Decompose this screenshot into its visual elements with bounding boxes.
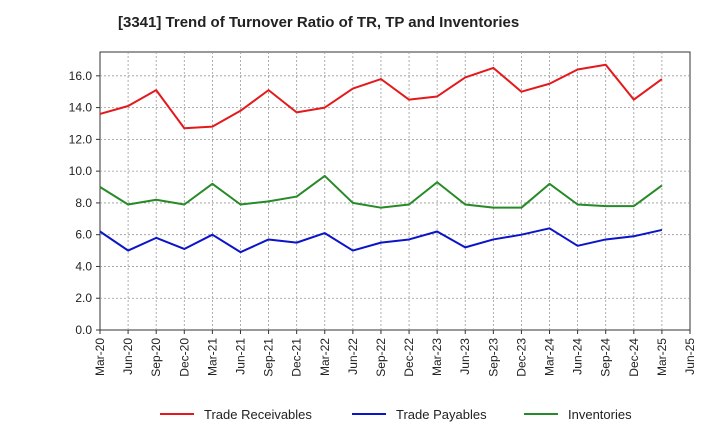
x-tick-label: Sep-23 [486, 338, 500, 377]
series-line-inventories [99, 174, 663, 209]
x-tick-label: Sep-20 [149, 338, 163, 377]
x-tick-label: Jun-22 [346, 338, 360, 375]
y-tick-label: 10.0 [69, 164, 93, 178]
y-tick-label: 14.0 [69, 101, 93, 115]
x-tick-label: Sep-24 [599, 338, 613, 377]
y-tick-label: 4.0 [75, 259, 92, 273]
x-tick-label: Mar-21 [205, 338, 219, 376]
axis-layer: 0.0 2.0 4.0 6.0 8.0 10.0 12.0 14.0 16.0 Mar-20 Jun… [69, 69, 697, 377]
legend-label-trade-receivables: Trade Receivables [204, 407, 312, 422]
x-tick-label: Sep-22 [374, 338, 388, 377]
y-tick-label: 12.0 [69, 132, 93, 146]
y-tick-label: 16.0 [69, 69, 93, 83]
x-tick-label: Jun-23 [458, 338, 472, 375]
x-tick-label: Jun-24 [571, 338, 585, 375]
x-tick-label: Jun-21 [233, 338, 247, 375]
legend: Trade Receivables Trade Payables Inventori… [160, 407, 632, 422]
x-tick-label: Dec-22 [402, 338, 416, 377]
y-tick-label: 8.0 [75, 196, 92, 210]
x-tick-label: Dec-23 [514, 338, 528, 377]
y-tick-label: 2.0 [75, 291, 92, 305]
x-tick-label: Sep-21 [262, 338, 276, 377]
x-tick-label: Dec-24 [627, 338, 641, 377]
legend-label-trade-payables: Trade Payables [396, 407, 487, 422]
x-tick-label: Mar-24 [543, 338, 557, 376]
y-tick-label: 0.0 [75, 323, 92, 337]
series-line-trade-receivables [99, 63, 663, 130]
x-tick-label: Jun-25 [683, 338, 697, 375]
x-tick-label: Mar-25 [655, 338, 669, 376]
grid-layer [99, 51, 691, 331]
y-tick-label: 6.0 [75, 228, 92, 242]
chart-title: [3341] Trend of Turnover Ratio of TR, TP… [118, 14, 520, 31]
x-tick-label: Mar-23 [430, 338, 444, 376]
x-tick-label: Dec-21 [290, 338, 304, 377]
x-tick-label: Jun-20 [121, 338, 135, 375]
x-tick-label: Mar-22 [318, 338, 332, 376]
series-line-trade-payables [99, 227, 663, 254]
legend-label-inventories: Inventories [568, 407, 632, 422]
series-layer [99, 63, 663, 254]
x-tick-label: Dec-20 [177, 338, 191, 377]
plot-frame [99, 51, 691, 331]
x-tick-label: Mar-20 [93, 338, 107, 376]
